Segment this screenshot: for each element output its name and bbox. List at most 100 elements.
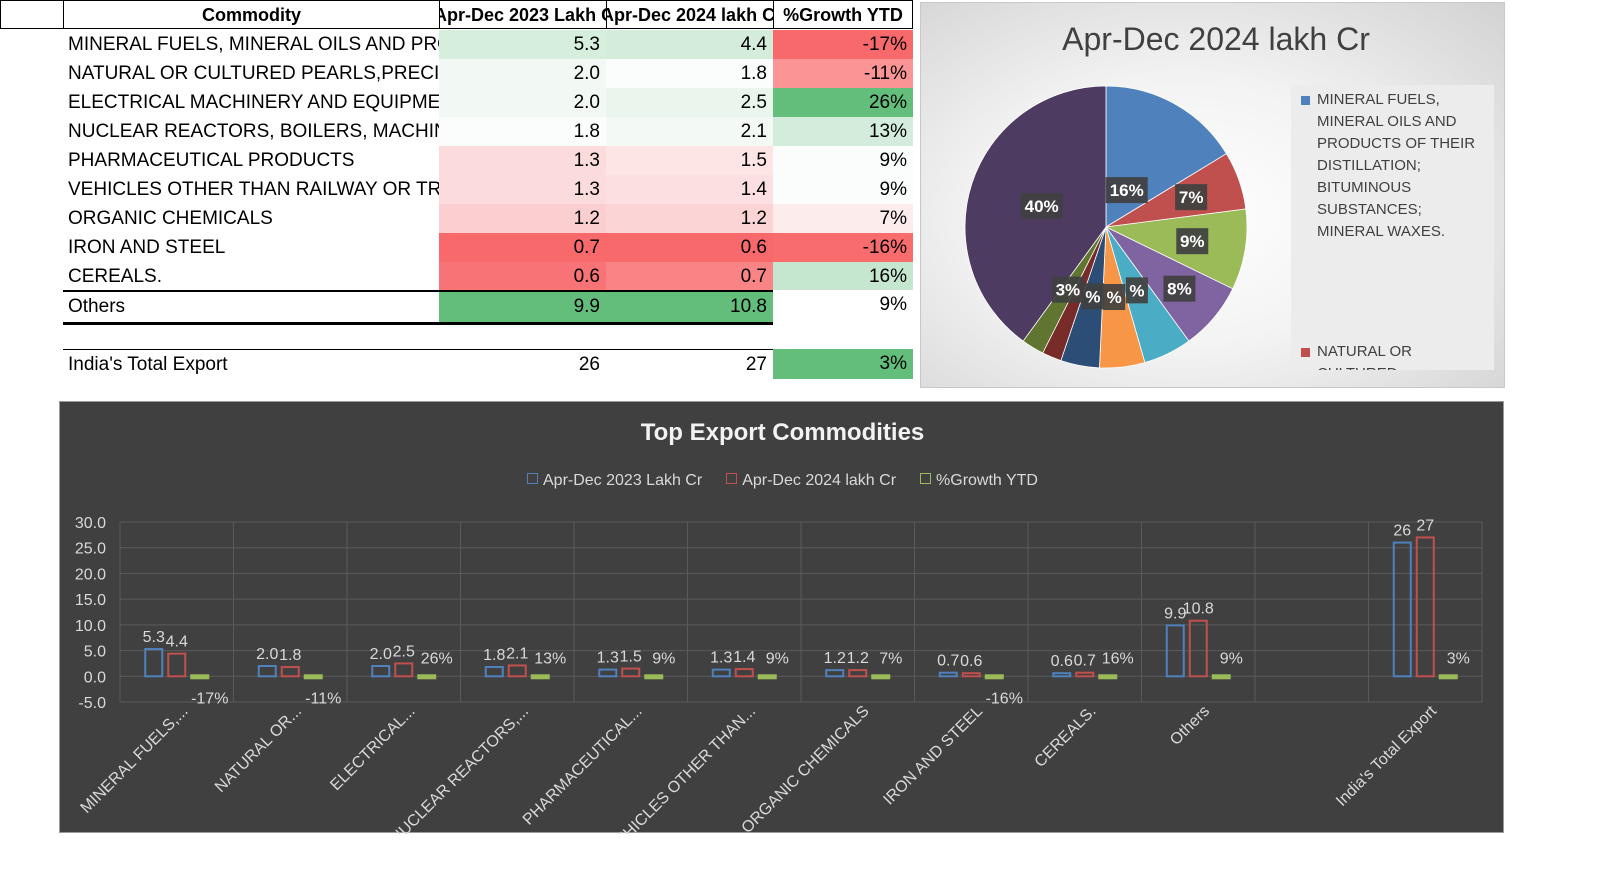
cell-name[interactable]: VEHICLES OTHER THAN RAILWAY OR TRA <box>68 179 439 200</box>
table-row: CEREALS. 0.6 0.7 16% <box>63 262 915 291</box>
cell-name[interactable]: PHARMACEUTICAL PRODUCTS <box>68 150 355 171</box>
bar-growth[interactable] <box>1211 674 1231 680</box>
y-tick-label: 0.0 <box>84 669 106 686</box>
cell-g[interactable]: 9% <box>773 290 913 320</box>
legend-swatch <box>1301 96 1310 105</box>
cell-g[interactable]: -16% <box>773 233 913 262</box>
cell-b[interactable]: 27 <box>745 354 767 375</box>
bar-chart-title: Top Export Commodities <box>640 419 925 446</box>
cell-b[interactable]: 1.8 <box>606 59 773 88</box>
cell-a[interactable]: 2.0 <box>439 59 606 88</box>
pie-legend: MINERAL FUELS, MINERAL OILS AND PRODUCTS… <box>1291 85 1494 370</box>
cell-b[interactable]: 2.1 <box>606 117 773 146</box>
legend-label: NATURAL OR CULTURED <box>1317 343 1413 370</box>
table-corner-cell[interactable] <box>0 0 63 29</box>
bar-2023[interactable] <box>257 665 277 678</box>
bar-growth[interactable] <box>417 674 437 680</box>
cell-g[interactable]: 7% <box>773 204 913 233</box>
cell-b[interactable]: 4.4 <box>606 30 773 59</box>
bar-2024[interactable] <box>734 668 754 678</box>
header-2024[interactable]: Apr-Dec 2024 lakh Cr <box>606 0 773 29</box>
bar-2024[interactable] <box>1075 671 1095 678</box>
bar-growth[interactable] <box>871 674 891 680</box>
x-category-label: Others <box>1167 703 1213 749</box>
bar-legend-item[interactable]: Apr-Dec 2024 lakh Cr <box>726 472 896 490</box>
bar-2023[interactable] <box>1165 624 1185 678</box>
cell-g[interactable]: 9% <box>773 146 913 175</box>
header-2023[interactable]: Apr-Dec 2023 Lakh Cr <box>439 0 606 29</box>
pie-data-label: 8% <box>1163 275 1196 302</box>
cell-a[interactable]: 1.3 <box>439 146 606 175</box>
cell-a[interactable]: 0.7 <box>439 233 606 262</box>
cell-name[interactable]: CEREALS. <box>68 266 162 287</box>
bar-2024[interactable] <box>280 666 300 678</box>
cell-b[interactable]: 10.8 <box>606 292 773 322</box>
bar-2023[interactable] <box>1392 541 1412 678</box>
bar-chart-panel[interactable]: Top Export Commodities Apr-Dec 2023 Lakh… <box>59 401 1504 834</box>
cell-a[interactable]: 1.2 <box>439 204 606 233</box>
bar-2024[interactable] <box>394 662 414 678</box>
bar-legend-item[interactable]: Apr-Dec 2023 Lakh Cr <box>527 472 702 490</box>
bar-legend-item[interactable]: %Growth YTD <box>920 472 1038 490</box>
cell-g[interactable]: 16% <box>773 262 913 291</box>
cell-a[interactable]: 26 <box>578 354 600 375</box>
cell-b[interactable]: 0.7 <box>606 262 773 291</box>
bar-2023[interactable] <box>371 665 391 678</box>
cell-name[interactable]: NUCLEAR REACTORS, BOILERS, MACHINE <box>68 121 439 142</box>
bar-2024[interactable] <box>167 652 187 678</box>
header-commodity[interactable]: Commodity <box>63 0 439 29</box>
cell-a[interactable]: 5.3 <box>439 30 606 59</box>
cell-b[interactable]: 0.6 <box>606 233 773 262</box>
bar-growth[interactable] <box>190 674 210 680</box>
table-row: NUCLEAR REACTORS, BOILERS, MACHINE 1.8 2.1… <box>63 117 915 146</box>
bar-growth[interactable] <box>644 674 664 680</box>
bar-2023[interactable] <box>825 669 845 678</box>
x-category-label: PHARMACEUTICAL... <box>520 703 646 829</box>
bar-growth[interactable] <box>530 674 550 680</box>
bar-2024[interactable] <box>848 669 868 678</box>
bar-growth[interactable] <box>1438 674 1458 680</box>
table-row: IRON AND STEEL 0.7 0.6 -16% <box>63 233 915 262</box>
bar-growth[interactable] <box>757 674 777 680</box>
pie-chart-panel[interactable]: Apr-Dec 2024 lakh Cr 16% 7% 9% 8%%%% 3% 40% M… <box>920 2 1505 388</box>
cell-g[interactable]: -17% <box>773 30 913 59</box>
bar-2023[interactable] <box>938 671 958 678</box>
bar-growth[interactable] <box>1098 674 1118 680</box>
cell-name[interactable]: India's Total Export <box>68 354 228 375</box>
cell-name[interactable]: NATURAL OR CULTURED PEARLS,PRECIOU <box>68 63 439 84</box>
bar-2023[interactable] <box>711 668 731 678</box>
bar-2024[interactable] <box>507 664 527 678</box>
cell-a[interactable]: 1.8 <box>439 117 606 146</box>
cell-name[interactable]: Others <box>68 296 126 317</box>
cell-a[interactable]: 9.9 <box>439 292 606 322</box>
bar-2023[interactable] <box>598 668 618 678</box>
header-growth[interactable]: %Growth YTD <box>773 0 913 29</box>
cell-b[interactable]: 2.5 <box>606 88 773 117</box>
bar-2023[interactable] <box>484 666 504 678</box>
bar-2024[interactable] <box>1415 536 1435 678</box>
bar-2023[interactable] <box>144 648 164 678</box>
bar-data-label: 1.3 <box>710 650 732 667</box>
bar-2024[interactable] <box>961 672 981 678</box>
cell-name[interactable]: ORGANIC CHEMICALS <box>68 208 273 229</box>
bar-growth[interactable] <box>984 674 1004 680</box>
cell-g[interactable]: 3% <box>773 349 913 379</box>
cell-b[interactable]: 1.4 <box>606 175 773 204</box>
cell-g[interactable]: 13% <box>773 117 913 146</box>
cell-a[interactable]: 1.3 <box>439 175 606 204</box>
cell-a[interactable]: 2.0 <box>439 88 606 117</box>
bar-growth[interactable] <box>303 674 323 680</box>
cell-b[interactable]: 1.2 <box>606 204 773 233</box>
cell-b[interactable]: 1.5 <box>606 146 773 175</box>
bar-2024[interactable] <box>1188 619 1208 678</box>
table-row: VEHICLES OTHER THAN RAILWAY OR TRA 1.3 1.4… <box>63 175 915 204</box>
cell-name[interactable]: ELECTRICAL MACHINERY AND EQUIPMEN <box>68 92 439 113</box>
cell-a[interactable]: 0.6 <box>439 262 606 291</box>
cell-g[interactable]: 26% <box>773 88 913 117</box>
bar-2023[interactable] <box>1052 672 1072 678</box>
cell-g[interactable]: 9% <box>773 175 913 204</box>
cell-g[interactable]: -11% <box>773 59 913 88</box>
bar-2024[interactable] <box>621 667 641 678</box>
cell-name[interactable]: IRON AND STEEL <box>68 237 226 258</box>
cell-name[interactable]: MINERAL FUELS, MINERAL OILS AND PRO <box>68 34 439 55</box>
